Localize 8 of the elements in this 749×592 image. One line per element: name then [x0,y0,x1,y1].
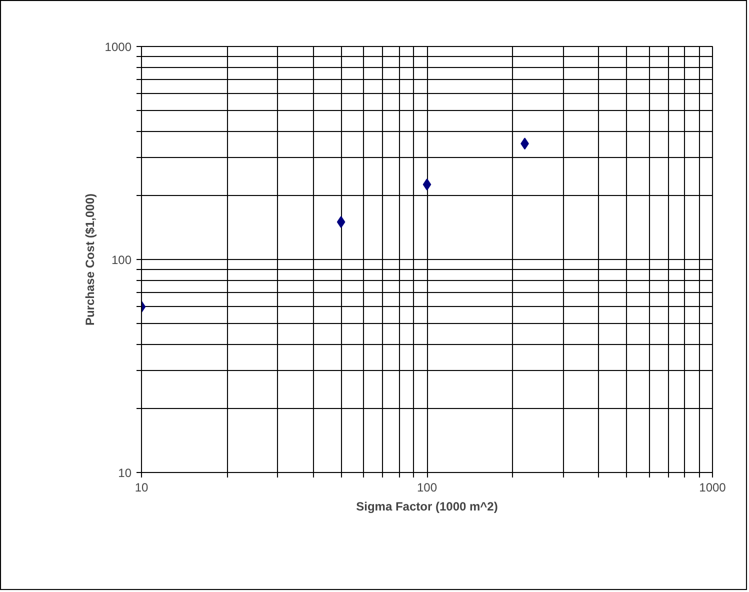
y-tick-label: 10 [118,466,132,480]
y-axis-title: Purchase Cost ($1,000) [82,193,97,326]
x-tick-label: 10 [134,480,148,494]
x-tick-label: 1000 [699,480,726,494]
y-tick-label: 1000 [104,40,132,54]
y-tick-label: 100 [111,253,132,267]
x-axis-title: Sigma Factor (1000 m^2) [356,500,498,514]
x-tick-label: 100 [416,480,438,494]
